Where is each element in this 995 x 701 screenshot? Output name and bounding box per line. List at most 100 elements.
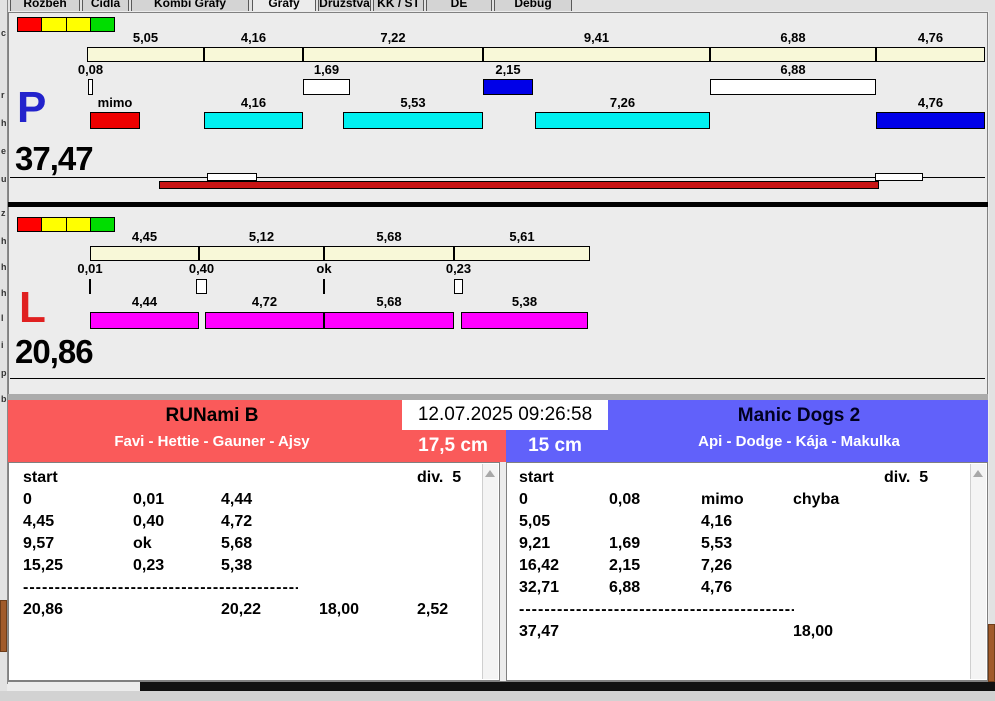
results-table-right: start div. 5 0 0,08 mimo chyba 5,05 4,16 9,21 1,6… bbox=[506, 462, 988, 681]
table-total-cell: 20,22 bbox=[221, 601, 262, 618]
lane-total-p: 37,47 bbox=[15, 140, 94, 177]
table-header-start: start bbox=[519, 469, 554, 486]
table-cell: 4,44 bbox=[221, 491, 253, 508]
table-cell: 5,38 bbox=[221, 557, 253, 574]
dog-time-bar bbox=[204, 112, 303, 129]
tab-debug[interactable]: Debug bbox=[494, 0, 572, 11]
table-cell: 7,26 bbox=[701, 557, 733, 574]
left-edge-strip: c r h e u z h h h l i p b bbox=[0, 0, 7, 701]
table-cell: 15,25 bbox=[23, 557, 64, 574]
segment-label: 6,88 bbox=[780, 30, 806, 45]
bottom-gray-strip bbox=[0, 691, 995, 701]
edge-glyph-fragment: h bbox=[1, 118, 7, 128]
table-cell: 4,45 bbox=[23, 513, 55, 530]
progress-marker-box bbox=[875, 173, 923, 181]
bar-label: 4,44 bbox=[131, 294, 158, 309]
light-cell bbox=[42, 218, 67, 231]
marker-label: 0,23 bbox=[445, 261, 472, 276]
tab-de[interactable]: DE bbox=[426, 0, 492, 11]
marker-box bbox=[89, 279, 91, 294]
jump-height-right: 15 cm bbox=[528, 435, 582, 456]
dog-time-bar bbox=[205, 312, 324, 329]
light-cell bbox=[90, 218, 114, 231]
table-cell: 4,72 bbox=[221, 513, 253, 530]
tab-kombi-grafy[interactable]: Kombi Grafy bbox=[131, 0, 249, 11]
segment-label: 4,76 bbox=[917, 30, 944, 45]
marker-box bbox=[303, 79, 350, 95]
scrollbar-right-table[interactable] bbox=[970, 464, 986, 679]
scrollbar-left-table[interactable] bbox=[482, 464, 498, 679]
table-cell: 2,15 bbox=[609, 557, 641, 574]
bar-label: mimo bbox=[97, 95, 133, 110]
bar-label: 5,38 bbox=[511, 294, 538, 309]
segment-label: 7,22 bbox=[380, 30, 406, 45]
header-divider-band bbox=[8, 394, 988, 400]
light-cell bbox=[18, 218, 43, 231]
light-cell bbox=[90, 18, 114, 31]
table-total-cell: 18,00 bbox=[319, 601, 360, 618]
light-cell bbox=[66, 18, 91, 31]
table-header-div: div. 5 bbox=[417, 469, 462, 486]
scroll-up-icon[interactable] bbox=[973, 470, 983, 477]
dog-time-bar bbox=[876, 112, 985, 129]
marker-label: 0,40 bbox=[188, 261, 215, 276]
light-cell bbox=[42, 18, 67, 31]
marker-box bbox=[196, 279, 207, 294]
jump-height-left: 17,5 cm bbox=[418, 435, 488, 456]
table-separator: ----------------------------------------… bbox=[519, 601, 794, 618]
right-scroll-fragment[interactable] bbox=[988, 624, 995, 682]
tab-bar: Rozběh Čidla Kombi Grafy Grafy Družstva KK / … bbox=[0, 0, 995, 11]
tab--idla[interactable]: Čidla bbox=[82, 0, 129, 11]
time-segment bbox=[324, 246, 454, 261]
table-total-cell: 20,86 bbox=[23, 601, 64, 618]
bar-label: 4,16 bbox=[240, 95, 267, 110]
table-cell: 5,53 bbox=[701, 535, 733, 552]
progress-bar-red bbox=[159, 181, 879, 189]
edge-glyph-fragment: z bbox=[1, 208, 6, 218]
table-cell: 0,01 bbox=[133, 491, 165, 508]
status-lights bbox=[17, 217, 115, 232]
edge-glyph-fragment: r bbox=[1, 90, 5, 100]
segment-label: 5,12 bbox=[248, 229, 275, 244]
team-name-right: Manic Dogs 2 bbox=[737, 405, 861, 426]
bar-label: 5,53 bbox=[400, 95, 426, 110]
edge-glyph-fragment: p bbox=[1, 368, 7, 378]
bar-label: 5,68 bbox=[376, 294, 402, 309]
dog-time-bar bbox=[90, 112, 140, 129]
lane-total-l: 20,86 bbox=[15, 333, 94, 370]
table-cell: 9,21 bbox=[519, 535, 551, 552]
edge-glyph-fragment: h bbox=[1, 288, 7, 298]
tab-rozb-h[interactable]: Rozběh bbox=[10, 0, 80, 11]
marker-label: 2,15 bbox=[495, 62, 521, 77]
left-scroll-fragment[interactable] bbox=[0, 600, 7, 652]
scroll-up-icon[interactable] bbox=[485, 470, 495, 477]
tab-kk-st[interactable]: KK / ST bbox=[373, 0, 424, 11]
timeline-baseline-p bbox=[10, 177, 985, 178]
bottom-window-bar bbox=[140, 682, 995, 691]
status-lights bbox=[17, 17, 115, 32]
time-segment bbox=[90, 246, 199, 261]
marker-box bbox=[454, 279, 463, 294]
results-table-left: start div. 5 0 0,01 4,44 4,45 0,40 4,72 9,57 ok 5,… bbox=[8, 462, 500, 681]
bar-label: 4,72 bbox=[251, 294, 278, 309]
segment-label: 5,68 bbox=[376, 229, 402, 244]
table-cell: 5,68 bbox=[221, 535, 253, 552]
table-cell: chyba bbox=[793, 491, 840, 508]
table-total-cell: 18,00 bbox=[793, 623, 834, 640]
tab-dru-stva[interactable]: Družstva bbox=[318, 0, 371, 11]
table-cell: 0,08 bbox=[609, 491, 641, 508]
time-segment bbox=[454, 246, 590, 261]
edge-glyph-fragment: b bbox=[1, 394, 7, 404]
edge-glyph-fragment: c bbox=[1, 28, 7, 38]
progress-marker-box bbox=[207, 173, 257, 181]
edge-glyph-fragment: l bbox=[1, 313, 4, 323]
dog-time-bar bbox=[461, 312, 588, 329]
marker-box bbox=[88, 79, 93, 95]
bar-label: 4,76 bbox=[917, 95, 944, 110]
segment-label: 5,05 bbox=[132, 30, 159, 45]
marker-label: 0,01 bbox=[77, 261, 103, 276]
bar-label: 7,26 bbox=[609, 95, 636, 110]
tab-grafy[interactable]: Grafy bbox=[252, 0, 316, 11]
table-separator: ----------------------------------------… bbox=[23, 579, 298, 596]
